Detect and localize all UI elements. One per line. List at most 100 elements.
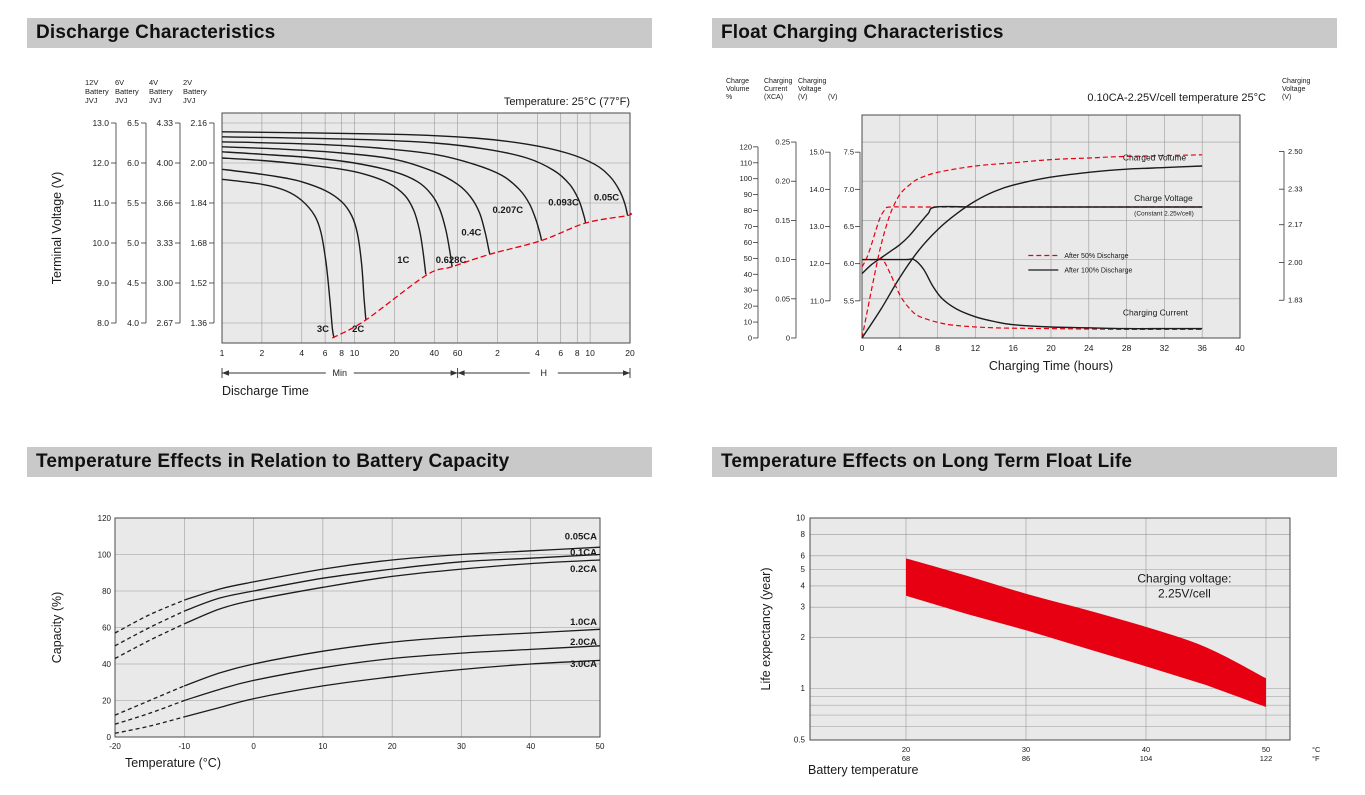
y-tick-label: 3: [801, 603, 806, 612]
axis-tick-label: 0.20: [775, 177, 790, 186]
axis-tick-label: 11.0: [810, 296, 824, 305]
curve-charge-voltage-after-100: [861, 205, 1203, 275]
curve-2.0CA: [184, 645, 601, 702]
y-tick-label: 10: [796, 514, 805, 523]
panel-temperature-capacity: Temperature Effects in Relation to Batte…: [27, 447, 667, 792]
x-tick-label: 40: [526, 742, 535, 751]
curve-label-1C: 1C: [397, 255, 409, 266]
x-tick-label: 32: [1160, 343, 1170, 353]
minor-gridlines: [810, 696, 1290, 727]
axis-header: Charging: [764, 78, 793, 85]
axis-tick-label: 0.15: [775, 216, 790, 225]
axis-tick-label: 0.05: [775, 294, 790, 303]
axis-ruler: [753, 146, 759, 339]
curve-label-3.0CA: 3.0CA: [570, 659, 597, 670]
x-tick-label: 40: [1235, 343, 1245, 353]
y-axis-tick-label: 8.0: [97, 318, 109, 328]
x-tick-label: 2: [260, 348, 265, 358]
axis-header: (V): [1282, 94, 1291, 101]
y-axis-header: 2V: [183, 78, 192, 87]
y-axis-tick-label: 2.00: [190, 158, 207, 168]
x-tick-label: 0: [251, 742, 256, 751]
axis-tick-label: 50: [744, 254, 752, 263]
axis-tick-label: 2.50: [1288, 147, 1303, 156]
panel-title-float-life: Temperature Effects on Long Term Float L…: [721, 451, 1133, 472]
y-tick-label: 2: [801, 633, 806, 642]
y-axis-header: JVJ: [115, 96, 128, 105]
axis-tick-label: 10: [744, 318, 752, 327]
discharge-curve-3C: [221, 178, 335, 339]
gridlines: [861, 115, 1241, 338]
chart-annotation: 0.10CA-2.25V/cell temperature 25°C: [1087, 92, 1266, 104]
y-axis-header: Battery: [85, 87, 109, 96]
title-bar-temperature-capacity: Temperature Effects in Relation to Batte…: [27, 447, 652, 477]
x-tick-label-celsius: 20: [902, 745, 910, 754]
y-axis-tick-label: 1.84: [190, 198, 207, 208]
axis-header: Charging: [798, 78, 827, 85]
axis-tick-label: 7.5: [844, 148, 854, 157]
discharge-curve-0.05C: [221, 131, 629, 216]
float-charging-chart-svg: ChargeVolume%120110100908070605040302010…: [726, 78, 1311, 373]
y-axis-tick-label: 3.00: [156, 278, 173, 288]
axis-ruler: [825, 151, 831, 302]
x-tick-label-fahrenheit: 86: [1022, 754, 1030, 763]
x-tick-label: 4: [299, 348, 304, 358]
y-tick-label: 8: [801, 530, 806, 539]
x-tick-label: 1: [220, 348, 225, 358]
y-axis-title: Terminal Voltage (V): [50, 172, 64, 285]
temperature-annotation: Temperature: 25°C (77°F): [504, 96, 630, 108]
x-tick-label-celsius: 40: [1142, 745, 1150, 754]
x-tick-label: 60: [453, 348, 463, 358]
axis-header: (XCA): [764, 94, 783, 101]
discharge-curve-0.093C: [221, 136, 587, 224]
y-axis-tick-label: 4.0: [127, 318, 139, 328]
curve-label: Charge Voltage: [1134, 193, 1193, 203]
plot-border: [861, 114, 1241, 339]
y-axis-tick-label: 12.0: [92, 158, 109, 168]
curve-charge-voltage-after-50: [861, 206, 1203, 268]
panel-float-charging-characteristics: Float Charging Characteristics Charge Vol…: [712, 18, 1365, 440]
y-axis-tick-label: 2.16: [190, 118, 207, 128]
plot-border: [114, 517, 601, 738]
x-tick-label: 16: [1008, 343, 1018, 353]
axis-tick-label: 13.0: [809, 222, 824, 231]
y-axis-header: JVJ: [85, 96, 98, 105]
curve-0.05CA: [184, 546, 601, 601]
discharge-chart-container: 12V Battery JVJ 13.0 12.0 11.0 10.0 9.0 8.0 6V Bat…: [27, 55, 667, 443]
x-tick-label: 28: [1122, 343, 1132, 353]
y-axis-title: Capacity (%): [50, 592, 64, 664]
y-axis-header: Battery: [115, 87, 139, 96]
y-axis-tick-label: 1.36: [190, 318, 207, 328]
discharge-curve-1C: [221, 157, 427, 275]
curve-3.0CA: [184, 659, 601, 718]
axis-header: Volume: [726, 86, 749, 93]
y-axis-tick-label: 3.33: [156, 238, 173, 248]
x-axis-title: Charging Time (hours): [989, 359, 1113, 373]
y-axis-header: 4V: [149, 78, 158, 87]
axis-header: (V): [798, 94, 807, 101]
x-tick-label: 20: [1046, 343, 1056, 353]
axis-tick-label: 2.17: [1288, 220, 1303, 229]
curve-label: Charging Current: [1123, 308, 1189, 318]
curve-1.0CA: [184, 628, 601, 687]
axis-ruler: [1279, 151, 1285, 301]
life-expectancy-band: [906, 558, 1266, 707]
axis-tick-label: 100: [739, 174, 752, 183]
y-axis-tick-label: 11.0: [93, 198, 109, 208]
float-charging-chart-container: Charge Volume% 120 110 100 90 80 70 60 50 40 30 20 10…: [712, 55, 1365, 433]
axis-tick-label: 6.5: [844, 222, 854, 231]
x-tick-label-fahrenheit: 122: [1260, 754, 1273, 763]
x-tick-label: 8: [339, 348, 344, 358]
x-tick-label: 6: [323, 348, 328, 358]
y-tick-label: 1: [801, 684, 806, 693]
y-axis-tick-label: 6.0: [127, 158, 139, 168]
y-axis-tick-label: 1.52: [190, 278, 207, 288]
axis-tick-label: 1.83: [1288, 296, 1303, 305]
y-axis-tick-label: 4.33: [156, 118, 173, 128]
discharge-chart-svg: 12VBatteryJVJ13.012.011.010.09.08.06VBat…: [50, 78, 635, 398]
panel-float-life: Temperature Effects on Long Term Float L…: [712, 447, 1365, 792]
plot-border: [809, 517, 1291, 741]
x-tick-label: 36: [1197, 343, 1207, 353]
curve-label-0.2CA: 0.2CA: [570, 564, 597, 575]
